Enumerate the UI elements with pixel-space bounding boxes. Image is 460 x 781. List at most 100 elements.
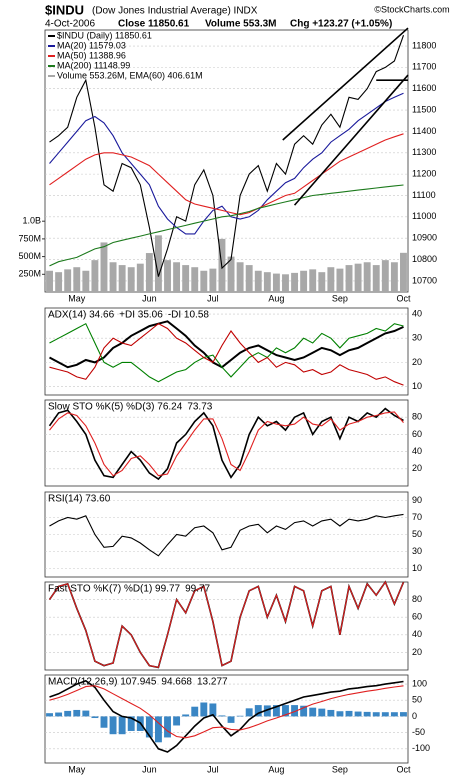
credit: ©StockCharts.com bbox=[374, 4, 449, 14]
legend-entry: 99.77 bbox=[185, 584, 210, 595]
y2-tick-label: 250M bbox=[18, 269, 41, 279]
bar bbox=[91, 260, 99, 292]
panel-box bbox=[44, 307, 409, 396]
bar bbox=[381, 260, 389, 292]
bar bbox=[272, 705, 280, 717]
x-tick-label: Jun bbox=[142, 293, 157, 303]
y-tick-label: 11600 bbox=[412, 83, 436, 93]
bar bbox=[282, 274, 289, 292]
bar bbox=[64, 710, 72, 717]
bar bbox=[109, 716, 117, 735]
y-tick-label: 40 bbox=[412, 446, 422, 456]
bar bbox=[55, 272, 63, 292]
y-tick-label: 10900 bbox=[412, 233, 437, 243]
bar bbox=[218, 715, 226, 717]
volume: Volume 553.3M bbox=[205, 19, 277, 30]
x-tick-label: Oct bbox=[396, 764, 411, 774]
series-line bbox=[49, 685, 404, 739]
legend-entry: ADX(14) 34.66 bbox=[48, 310, 115, 321]
legend-entry: Slow STO %K(5) %D(3) 76.24 bbox=[48, 402, 183, 413]
bar bbox=[390, 262, 398, 292]
bar bbox=[109, 262, 117, 292]
name: (Dow Jones Industrial Average) INDX bbox=[92, 6, 258, 17]
y-tick-label: 11100 bbox=[412, 190, 436, 200]
bar bbox=[245, 265, 253, 292]
symbol: $INDU bbox=[45, 2, 84, 17]
bar bbox=[263, 705, 271, 717]
bar bbox=[154, 716, 162, 743]
y-tick-label: 80 bbox=[412, 594, 422, 604]
bar bbox=[100, 242, 108, 292]
x-tick-label: Aug bbox=[268, 293, 284, 303]
bar bbox=[327, 267, 335, 292]
bar bbox=[227, 716, 235, 723]
x-tick-label: May bbox=[68, 764, 86, 774]
series-line bbox=[49, 133, 404, 216]
bar bbox=[245, 708, 253, 717]
bar bbox=[145, 716, 153, 738]
bar bbox=[318, 708, 326, 717]
y-tick-label: 0 bbox=[412, 711, 417, 721]
bar bbox=[381, 712, 389, 717]
legend-swatch bbox=[48, 35, 55, 37]
bar bbox=[55, 712, 63, 717]
y-tick-label: 60 bbox=[412, 612, 422, 622]
y-tick-label: 20 bbox=[412, 647, 422, 657]
legend-entry: $INDU (Daily) 11850.61 bbox=[57, 30, 152, 40]
bar bbox=[390, 712, 398, 717]
bar bbox=[82, 270, 90, 292]
bar bbox=[227, 256, 235, 292]
bar bbox=[291, 272, 299, 292]
bar bbox=[309, 269, 317, 292]
bar bbox=[46, 270, 53, 292]
y-tick-label: -50 bbox=[412, 727, 425, 737]
bar bbox=[118, 716, 126, 735]
panel-box bbox=[44, 399, 409, 487]
bar bbox=[327, 709, 335, 717]
bar bbox=[318, 272, 326, 292]
panel-box bbox=[44, 674, 409, 764]
series-line bbox=[48, 407, 404, 481]
legend-entry: -DI 10.58 bbox=[168, 310, 210, 321]
series-line bbox=[49, 679, 404, 753]
bar bbox=[209, 703, 217, 717]
y-tick-label: 60 bbox=[412, 429, 422, 439]
y2-tick-label: 500M bbox=[18, 251, 41, 261]
y-tick-label: 10 bbox=[412, 563, 422, 573]
y-tick-label: 11800 bbox=[412, 40, 436, 50]
bar bbox=[236, 715, 244, 717]
bar bbox=[118, 265, 126, 292]
y-tick-label: 10800 bbox=[412, 254, 437, 264]
bar bbox=[154, 235, 162, 292]
change: Chg +123.27 (+1.05%) bbox=[290, 19, 392, 30]
bar bbox=[300, 705, 308, 717]
bar bbox=[400, 252, 407, 292]
bar bbox=[354, 711, 362, 717]
legend-entry: 73.73 bbox=[187, 402, 212, 413]
legend-swatch bbox=[48, 55, 55, 57]
bar bbox=[145, 253, 153, 292]
bar bbox=[191, 706, 199, 717]
bar bbox=[173, 262, 181, 292]
y-tick-label: 11500 bbox=[412, 104, 436, 114]
y-tick-label: 30 bbox=[412, 333, 422, 343]
legend-entry: 13.277 bbox=[197, 677, 228, 688]
bar bbox=[272, 273, 280, 292]
legend-entry: MA(200) 11148.99 bbox=[57, 60, 130, 70]
bar bbox=[345, 710, 353, 717]
x-tick-label: May bbox=[68, 293, 86, 303]
bar bbox=[164, 260, 171, 292]
bar bbox=[372, 265, 380, 292]
x-tick-label: Jul bbox=[207, 764, 219, 774]
y-tick-label: 70 bbox=[412, 512, 422, 522]
bar bbox=[182, 714, 190, 717]
y-tick-label: -100 bbox=[412, 743, 430, 753]
bar bbox=[200, 702, 208, 717]
y-tick-label: 11200 bbox=[412, 169, 436, 179]
y2-tick-label: 1.0B bbox=[22, 216, 41, 226]
legend-entry: 94.668 bbox=[161, 677, 192, 688]
series-line bbox=[49, 184, 404, 267]
x-tick-label: Sep bbox=[332, 293, 348, 303]
y-tick-label: 50 bbox=[412, 695, 422, 705]
